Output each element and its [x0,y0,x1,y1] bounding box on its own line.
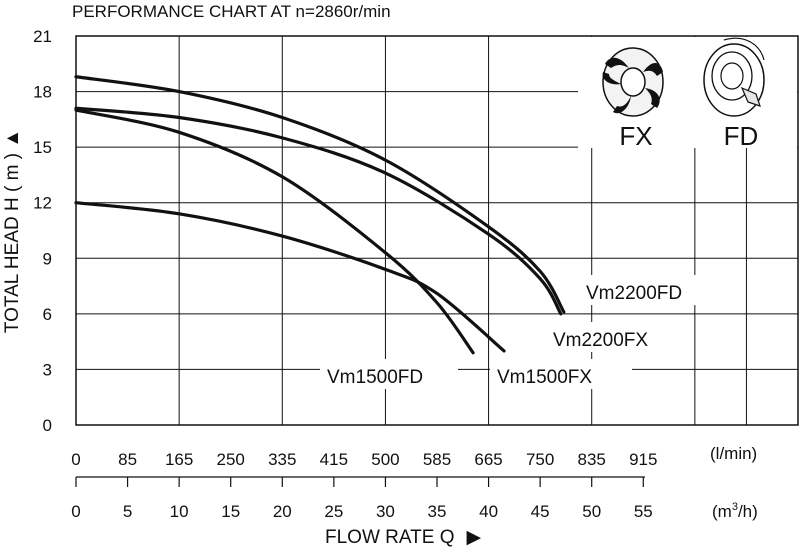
label-bg-vm1500fx [490,359,632,389]
y-axis-label: TOTAL HEAD H ( m ) ▲ [2,129,23,333]
x-tick-label-lmin: 0 [71,450,80,469]
series-label-vm2200fx: Vm2200FX [553,330,648,351]
open-impeller-icon [602,47,664,117]
x-tick-label-m3h: 40 [479,502,498,521]
x-tick-label-lmin: 915 [629,450,657,469]
x-tick-label-m3h: 15 [221,502,240,521]
x-unit-lmin: (l/min) [710,444,757,463]
x-unit-m3h-sup: 3 [732,501,738,513]
x-tick-label-lmin: 585 [423,450,451,469]
x-tick-label-m3h: 0 [71,502,80,521]
x-tick-label-m3h: 35 [428,502,447,521]
vortex-impeller-icon [703,37,765,117]
x-tick-label-lmin: 165 [165,450,193,469]
x-tick-label-lmin: 335 [268,450,296,469]
curves [74,75,566,355]
curve-vm1500fx [74,201,506,353]
x-tick-label-lmin: 250 [217,450,245,469]
curve-vm2200fx [74,106,563,316]
x-tick-label-m3h: 45 [531,502,550,521]
x-unit-m3h-base: (m [712,502,732,521]
y-tick-labels: 0 3 6 9 12 15 18 21 [33,27,52,435]
chart-title: PERFORMANCE CHART AT n=2860r/min [72,2,391,21]
x-tick-label-m3h: 5 [123,502,132,521]
y-tick-label: 15 [33,138,52,157]
x-tick-label-m3h: 30 [376,502,395,521]
y-tick-label: 18 [33,83,52,102]
y-tick-label: 6 [43,305,52,324]
x-tick-labels-lmin: 0 85 165 250 335 415 500 585 665 750 835 915 [71,450,657,469]
y-tick-label: 9 [43,249,52,268]
x-unit-m3h-tail: /h) [738,502,758,521]
x-tick-label-m3h: 50 [582,502,601,521]
y-tick-label: 0 [43,416,52,435]
x-axis-arrow: ▶ [466,527,481,548]
x-tick-label-lmin: 665 [474,450,502,469]
y-axis-arrow: ▲ [2,129,23,148]
label-bg-vm2200fd [578,275,698,305]
impeller-label-fd: FD [724,121,759,151]
series-label-vm1500fd: Vm1500FD [327,367,423,388]
series-label-vm2200fd: Vm2200FD [586,283,682,304]
curve-vm2200fd [74,75,566,314]
x-tick-labels-m3h: 0 5 10 15 20 25 30 35 40 45 50 55 [71,477,653,521]
y-tick-label: 21 [33,27,52,46]
y-axis-label-text: TOTAL HEAD H ( m ) [2,148,23,333]
x-tick-label-m3h: 10 [170,502,189,521]
label-bg-vm2200fx [548,322,688,352]
x-axis-label: FLOW RATE Q ▶ [325,527,481,548]
y-tick-label: 3 [43,360,52,379]
plot-frame [75,35,799,426]
x-tick-label-lmin: 500 [371,450,399,469]
x-tick-label-lmin: 415 [320,450,348,469]
x-tick-label-lmin: 835 [578,450,606,469]
x-tick-label-lmin: 750 [526,450,554,469]
curve-vm1500fd [74,108,475,355]
series-label-vm1500fx: Vm1500FX [497,367,592,388]
x-tick-label-m3h: 25 [324,502,343,521]
x-unit-m3h: (m3/h) [712,501,758,521]
x-tick-label-m3h: 55 [634,502,653,521]
y-tick-label: 12 [33,194,52,213]
x-axis-label-text: FLOW RATE Q [325,527,454,548]
label-bg-vm1500fd [320,359,458,389]
impeller-label-fx: FX [619,121,652,151]
x-tick-label-m3h: 20 [273,502,292,521]
x-tick-label-lmin: 85 [118,450,137,469]
